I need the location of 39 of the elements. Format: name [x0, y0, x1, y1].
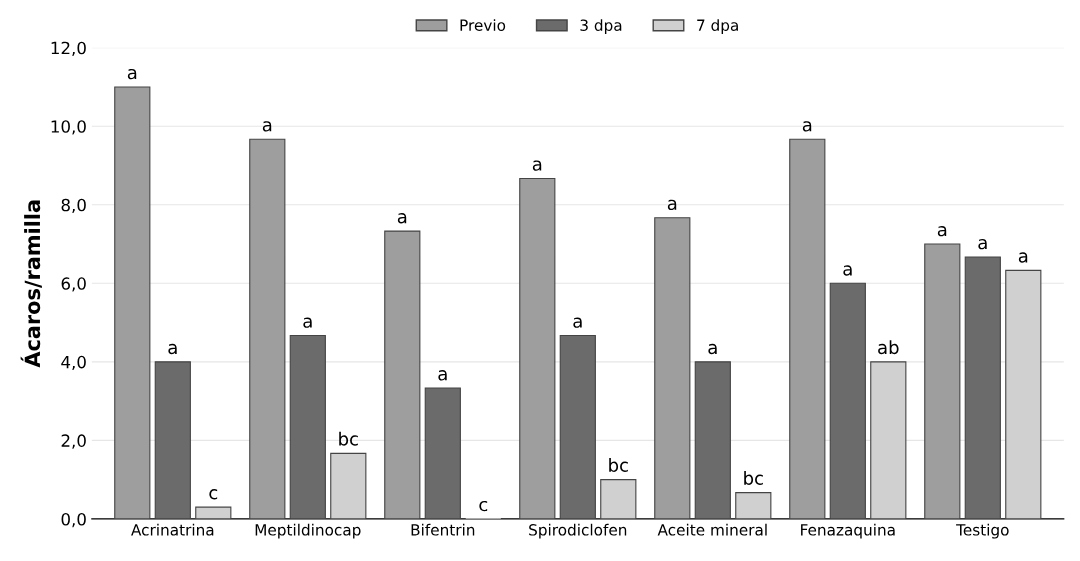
- x-tick-label: Spirodiclofen: [529, 523, 627, 539]
- legend-label: 7 dpa: [697, 19, 738, 34]
- data-label: a: [802, 121, 812, 132]
- data-label: c: [479, 500, 488, 512]
- x-tick-label: Meptildinocap: [255, 523, 361, 539]
- y-tick-label: 0,0: [61, 512, 86, 528]
- data-label: ab: [878, 340, 899, 355]
- x-tick-label: Bifentrin: [411, 523, 475, 536]
- data-label: a: [978, 238, 987, 250]
- data-label: bc: [339, 431, 358, 446]
- y-tick-label: 2,0: [61, 434, 86, 449]
- data-label: a: [397, 213, 407, 224]
- data-label: a: [438, 370, 447, 381]
- x-tick-label: Acrinatrina: [131, 523, 214, 536]
- data-label: a: [937, 226, 947, 237]
- data-label: a: [843, 265, 852, 276]
- data-label: bc: [744, 470, 763, 485]
- data-label: a: [262, 121, 272, 132]
- x-tick-label: Testigo: [956, 523, 1009, 539]
- legend-label: Previo: [460, 19, 506, 31]
- y-axis-title: Ácaros/ramilla: [20, 200, 42, 368]
- x-tick-label: Fenazaquina: [801, 523, 895, 539]
- y-tick-label: 8,0: [61, 198, 86, 214]
- legend-label: 3 dpa: [580, 19, 622, 34]
- data-label: a: [127, 68, 137, 80]
- y-tick-label: 6,0: [61, 277, 86, 292]
- x-tick-label: Aceite mineral: [657, 523, 767, 536]
- y-tick-label: 4,0: [61, 355, 86, 371]
- data-label: a: [573, 317, 582, 328]
- y-tick-label: 10,0: [51, 120, 86, 135]
- y-tick-label: 12,0: [51, 41, 86, 56]
- data-label: a: [168, 343, 177, 355]
- data-label: a: [708, 343, 717, 355]
- data-label: a: [303, 317, 312, 328]
- data-label: a: [1018, 252, 1028, 263]
- data-label: a: [532, 160, 542, 171]
- data-label: bc: [609, 458, 628, 472]
- data-label: a: [667, 199, 677, 211]
- data-label: c: [209, 489, 218, 500]
